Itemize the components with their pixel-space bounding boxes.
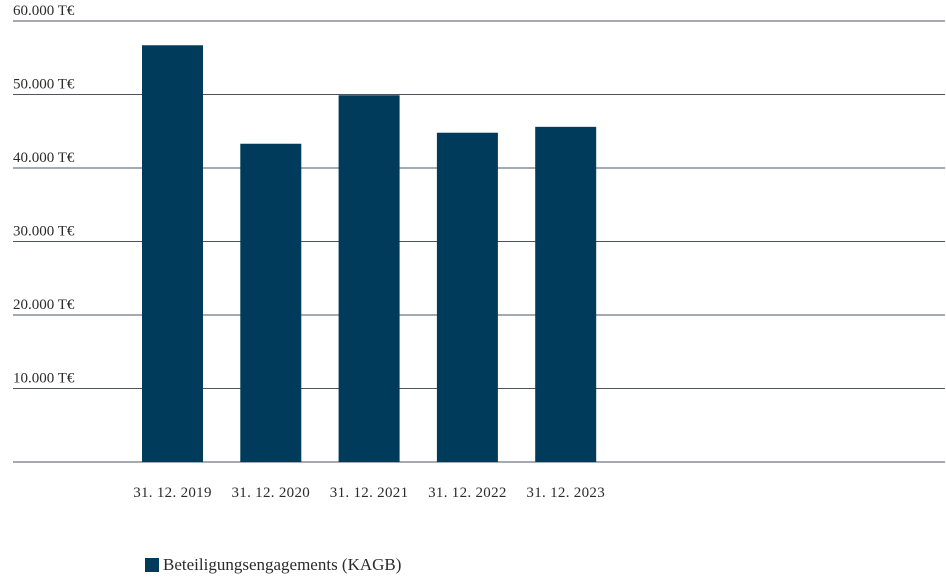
y-tick-label: 50.000 T€ — [13, 77, 75, 93]
y-tick-label: 60.000 T€ — [13, 3, 75, 19]
legend-label: Beteiligungsengagements (KAGB) — [163, 555, 402, 574]
x-tick-label: 31. 12. 2022 — [428, 485, 507, 501]
x-tick-label: 31. 12. 2021 — [330, 485, 409, 501]
legend: Beteiligungsengagements (KAGB) — [145, 555, 401, 575]
x-tick-label: 31. 12. 2019 — [133, 485, 212, 501]
y-tick-label: 20.000 T€ — [13, 297, 75, 313]
legend-swatch — [145, 558, 159, 572]
bar — [240, 143, 302, 462]
bar — [436, 132, 498, 462]
bar — [142, 45, 203, 462]
bar-layer — [142, 45, 597, 463]
y-tick-label: 10.000 T€ — [13, 371, 75, 387]
x-tick-label: 31. 12. 2023 — [526, 485, 605, 501]
bar — [535, 126, 597, 462]
label-layer: 10.000 T€ 20.000 T€ 30.000 T€ 40.000 T€ 50.0… — [13, 3, 605, 501]
y-tick-label: 30.000 T€ — [13, 224, 75, 240]
y-tick-label: 40.000 T€ — [13, 150, 75, 166]
bar — [338, 95, 400, 463]
x-tick-label: 31. 12. 2020 — [231, 485, 310, 501]
